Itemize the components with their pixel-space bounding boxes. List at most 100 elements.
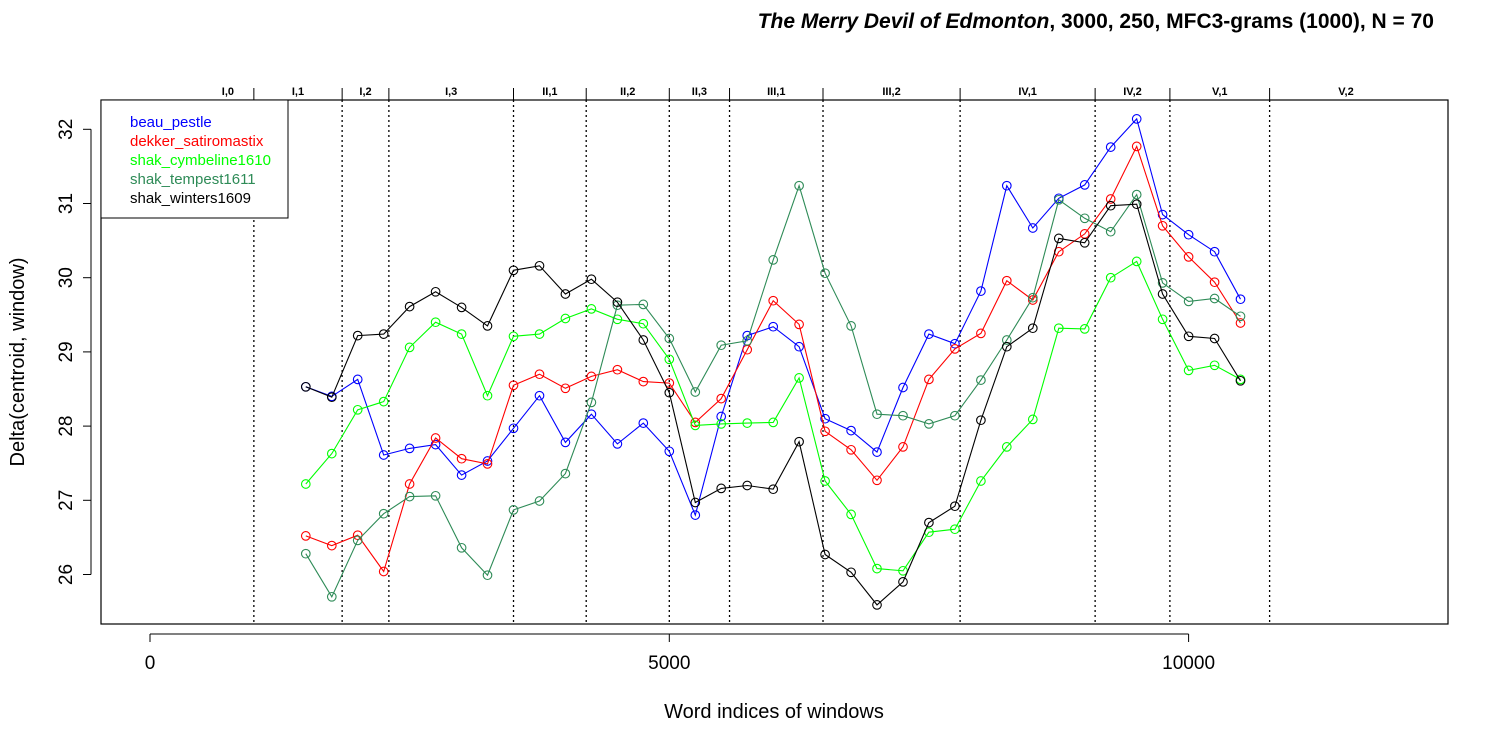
scene-boundaries <box>253 88 1271 624</box>
data-point-dekker-satiromastix <box>794 319 804 330</box>
data-point-shak-cymbeline1610 <box>1157 314 1168 325</box>
data-point-shak-cymbeline1610 <box>794 373 804 383</box>
data-point-shak-winters1609 <box>976 415 986 426</box>
data-point-dekker-satiromastix <box>534 369 545 380</box>
y-tick-label: 32 <box>56 119 77 140</box>
data-point-shak-tempest1611 <box>820 268 830 279</box>
data-point-beau-pestle <box>1079 180 1090 190</box>
y-tick-label: 28 <box>56 416 77 437</box>
data-point-beau-pestle <box>1209 246 1220 257</box>
data-point-shak-winters1609 <box>1027 323 1038 334</box>
scene-label: I,0 <box>222 86 234 98</box>
series-line-shak-tempest1611 <box>305 183 1241 598</box>
data-point-shak-cymbeline1610 <box>690 420 701 431</box>
data-point-beau-pestle <box>352 374 363 385</box>
data-point-shak-winters1609 <box>456 302 467 313</box>
data-point-beau-pestle <box>612 439 623 449</box>
data-point-dekker-satiromastix <box>1157 220 1168 231</box>
data-point-dekker-satiromastix <box>846 444 856 455</box>
data-point-shak-tempest1611 <box>404 491 415 502</box>
scene-label: III,2 <box>882 86 900 98</box>
y-tick-label: 31 <box>56 193 77 214</box>
y-axis-label: Delta(centroid, window) <box>7 258 29 467</box>
scene-labels: I,0 I,1 I,2 I,3 II,1 II,2 II,3 III,1 III,2 IV,1 IV… <box>222 86 1354 98</box>
data-point-beau-pestle <box>534 390 545 401</box>
plot-area-frame <box>100 99 1449 625</box>
data-point-shak-winters1609 <box>404 301 415 312</box>
scene-label: III,1 <box>767 86 785 98</box>
data-point-shak-cymbeline1610 <box>404 342 415 353</box>
data-point-shak-winters1609 <box>924 517 934 528</box>
data-point-shak-tempest1611 <box>716 340 727 351</box>
data-point-shak-tempest1611 <box>768 255 779 265</box>
data-point-beau-pestle <box>950 338 960 349</box>
data-point-shak-winters1609 <box>846 567 856 578</box>
data-point-shak-winters1609 <box>612 297 623 308</box>
data-point-shak-cymbeline1610 <box>872 563 882 574</box>
data-point-beau-pestle <box>976 286 986 296</box>
series-line-dekker-satiromastix <box>305 144 1241 573</box>
data-point-dekker-satiromastix <box>456 453 467 464</box>
data-point-beau-pestle <box>924 329 934 339</box>
scene-label: I,3 <box>445 86 457 98</box>
data-point-dekker-satiromastix <box>768 295 779 306</box>
data-point-shak-cymbeline1610 <box>378 396 389 407</box>
data-point-dekker-satiromastix <box>1105 194 1116 204</box>
data-point-shak-cymbeline1610 <box>508 331 519 342</box>
data-point-beau-pestle <box>716 411 727 422</box>
data-point-beau-pestle <box>820 413 830 424</box>
data-point-beau-pestle <box>1001 180 1012 191</box>
data-point-dekker-satiromastix <box>638 376 649 387</box>
data-point-shak-cymbeline1610 <box>976 476 986 486</box>
data-point-dekker-satiromastix <box>924 374 934 385</box>
data-point-shak-tempest1611 <box>976 375 986 385</box>
data-point-shak-winters1609 <box>1079 237 1090 248</box>
data-point-dekker-satiromastix <box>560 383 571 394</box>
data-point-shak-cymbeline1610 <box>560 313 571 324</box>
data-point-beau-pestle <box>846 425 856 436</box>
data-point-dekker-satiromastix <box>300 531 311 541</box>
data-point-shak-tempest1611 <box>430 490 441 501</box>
data-point-shak-tempest1611 <box>638 299 649 310</box>
data-point-shak-winters1609 <box>352 330 363 341</box>
data-point-dekker-satiromastix <box>430 433 441 443</box>
data-point-dekker-satiromastix <box>326 540 337 551</box>
chart-title-italic: The Merry Devil of Edmonton <box>757 10 1050 33</box>
scene-label: IV,2 <box>1123 86 1142 98</box>
data-point-shak-cymbeline1610 <box>456 329 467 339</box>
data-point-shak-winters1609 <box>794 436 804 447</box>
data-point-shak-tempest1611 <box>378 508 389 519</box>
data-point-shak-tempest1611 <box>924 419 934 429</box>
data-point-shak-winters1609 <box>326 392 337 403</box>
data-point-shak-cymbeline1610 <box>742 418 753 428</box>
data-point-shak-cymbeline1610 <box>430 317 441 328</box>
data-point-shak-winters1609 <box>638 335 649 345</box>
data-point-shak-winters1609 <box>430 286 441 297</box>
data-point-shak-tempest1611 <box>846 321 856 331</box>
data-point-shak-tempest1611 <box>534 496 545 506</box>
data-point-shak-winters1609 <box>378 329 389 339</box>
data-point-dekker-satiromastix <box>1235 318 1246 328</box>
legend-entry: dekker_satiromastix <box>130 133 264 150</box>
data-point-shak-cymbeline1610 <box>846 509 856 520</box>
data-point-shak-winters1609 <box>1053 233 1064 244</box>
data-point-beau-pestle <box>1157 209 1168 220</box>
data-point-shak-winters1609 <box>1157 289 1168 299</box>
data-point-beau-pestle <box>1131 114 1142 124</box>
scene-label: II,2 <box>620 86 635 98</box>
data-point-shak-winters1609 <box>534 260 545 271</box>
data-point-shak-tempest1611 <box>326 591 337 602</box>
data-point-shak-cymbeline1610 <box>638 318 649 329</box>
data-point-shak-tempest1611 <box>898 410 908 421</box>
series-dekker-satiromastix <box>300 141 1246 577</box>
data-point-dekker-satiromastix <box>404 479 415 489</box>
data-point-shak-winters1609 <box>768 484 779 495</box>
data-point-shak-tempest1611 <box>664 333 675 344</box>
data-point-beau-pestle <box>872 447 882 457</box>
data-point-shak-tempest1611 <box>482 570 493 581</box>
data-point-shak-cymbeline1610 <box>482 390 493 401</box>
data-point-shak-tempest1611 <box>794 180 804 191</box>
series-layer <box>300 114 1246 610</box>
data-point-shak-cymbeline1610 <box>716 419 727 429</box>
